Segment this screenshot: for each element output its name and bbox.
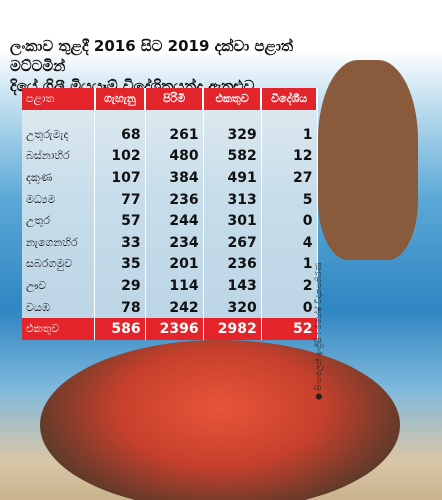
table-cell: 329	[203, 124, 262, 146]
table-cell: 586	[94, 318, 146, 340]
table-cell: 77	[94, 188, 146, 211]
table-cell: පිරිමි	[145, 88, 205, 110]
row-label: වයඹ	[22, 296, 96, 319]
lifeguards-illustration	[40, 340, 400, 500]
table-row: උතුරුමැද 68 261 329 1	[22, 124, 318, 146]
row-label: උතුරුමැද	[22, 124, 96, 146]
photo-credit: ● සිංහලෙන් ඉංග්‍රීසි : මහේෂ් විදානපතිරණ	[314, 262, 323, 400]
table-cell: 236	[203, 253, 262, 276]
row-label: ඌව	[22, 275, 96, 297]
table-cell: 234	[145, 231, 204, 254]
row-label: බස්නාහිර	[22, 145, 96, 168]
spacer-cell	[22, 110, 96, 124]
spacer-cell	[145, 110, 204, 124]
table-row: නැගෙනහිර 33 234 267 4	[22, 231, 318, 254]
table-cell: 1	[261, 253, 318, 276]
spacer-cell	[94, 110, 146, 124]
table-cell: 2982	[203, 318, 262, 340]
table-cell: 35	[94, 253, 146, 276]
spacer-cell	[261, 110, 318, 124]
table-row: වයඹ 78 242 320 0	[22, 296, 318, 319]
table-cell: 29	[94, 275, 146, 297]
table-cell: 267	[203, 231, 262, 254]
table-cell: 27	[261, 167, 318, 189]
table-cell: 201	[145, 253, 204, 276]
table-row: දකුණ 107 384 491 27	[22, 167, 318, 189]
table-cell: විදේශීය	[261, 88, 318, 110]
table-row: ඌව 29 114 143 2	[22, 275, 318, 297]
table-cell: 5	[261, 188, 318, 211]
row-label: පළාත	[22, 88, 96, 110]
row-label: සබරගමුව	[22, 253, 96, 276]
table-cell: 2396	[145, 318, 204, 340]
table-cell: 33	[94, 231, 146, 254]
table-row: බස්නාහිර 102 480 582 12	[22, 145, 318, 168]
row-label: උතුර	[22, 210, 96, 232]
table-cell: 4	[261, 231, 318, 254]
table-cell: 114	[145, 275, 204, 297]
table-cell: 480	[145, 145, 204, 168]
table-row: සබරගමුව 35 201 236 1	[22, 253, 318, 276]
table-cell: 244	[145, 210, 204, 232]
table-cell: 78	[94, 296, 146, 319]
table-cell: 384	[145, 167, 204, 189]
table-cell: එකතුව	[203, 88, 263, 110]
table-cell: 301	[203, 210, 262, 232]
spacer-row	[22, 110, 318, 124]
row-label: නැගෙනහිර	[22, 231, 96, 254]
table-cell: 2	[261, 275, 318, 297]
table-cell: 320	[203, 296, 262, 319]
table-cell: ගැහැනු	[94, 88, 147, 110]
row-label: එකතුව	[22, 318, 96, 340]
table-row: එකතුව 586 2396 2982 52	[22, 318, 318, 340]
table-cell: 236	[145, 188, 204, 211]
table-cell: 0	[261, 296, 318, 319]
table-cell: 107	[94, 167, 146, 189]
table-cell: 12	[261, 145, 318, 168]
table-cell: 491	[203, 167, 262, 189]
title: ලංකාව තුළදී 2016 සිට 2019 දක්වා පළාත් මට…	[10, 36, 340, 96]
table-cell: 1	[261, 124, 318, 146]
table-cell: 143	[203, 275, 262, 297]
table-cell: 582	[203, 145, 262, 168]
table-cell: 102	[94, 145, 146, 168]
row-label: දකුණ	[22, 167, 96, 189]
row-label: මධ්‍යම	[22, 188, 96, 211]
table-cell: 0	[261, 210, 318, 232]
table-row: පළාත ගැහැනු පිරිමි එකතුව විදේශීය	[22, 88, 318, 110]
table-cell: 52	[261, 318, 318, 340]
table-cell: 57	[94, 210, 146, 232]
data-table: පළාත ගැහැනු පිරිමි එකතුව විදේශීය උතුරුමැද 68 26…	[22, 88, 318, 340]
table-cell: 313	[203, 188, 262, 211]
table-row: උතුර 57 244 301 0	[22, 210, 318, 232]
spacer-cell	[203, 110, 262, 124]
title-line: ලංකාව තුළදී 2016 සිට 2019 දක්වා පළාත් මට…	[10, 37, 294, 75]
table-cell: 261	[145, 124, 204, 146]
table-cell: 68	[94, 124, 146, 146]
hand-illustration	[318, 60, 418, 260]
table-row: මධ්‍යම 77 236 313 5	[22, 188, 318, 211]
table-cell: 242	[145, 296, 204, 319]
